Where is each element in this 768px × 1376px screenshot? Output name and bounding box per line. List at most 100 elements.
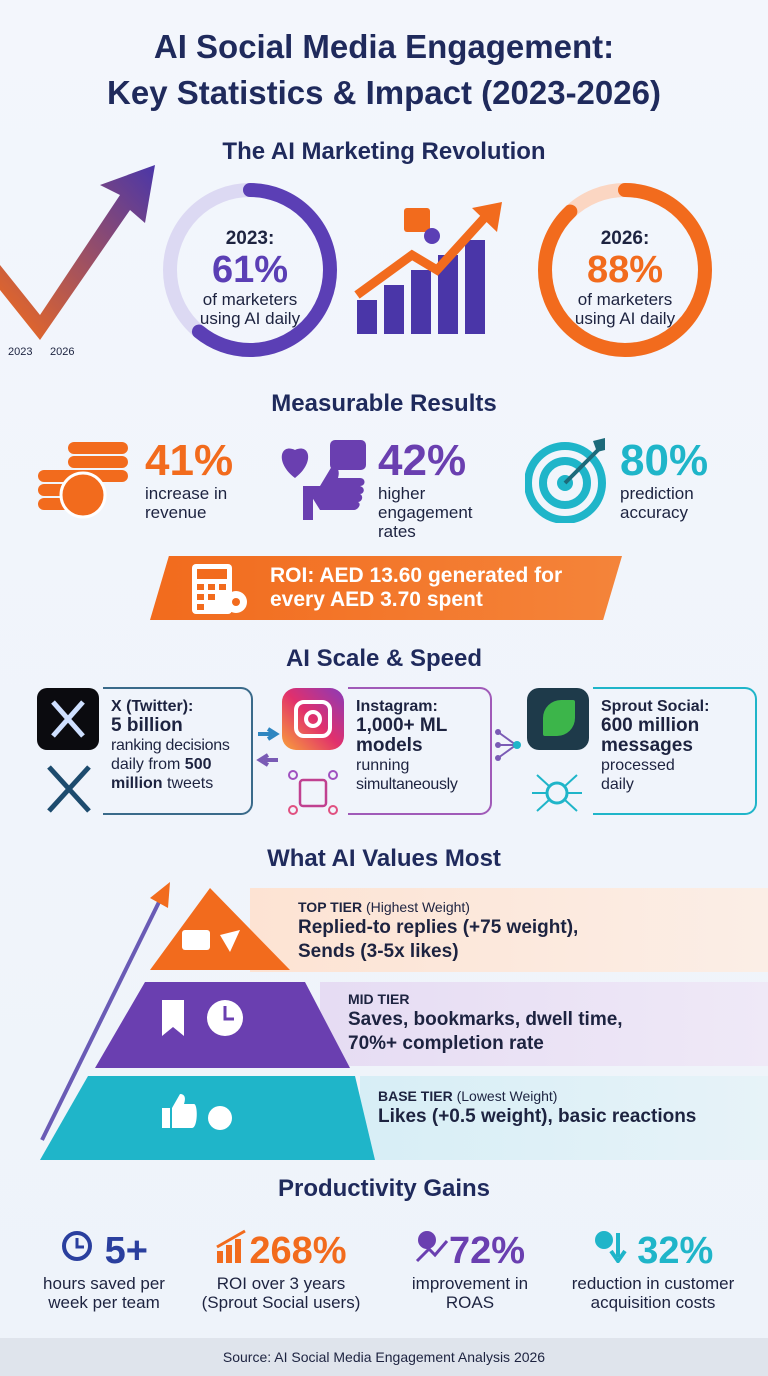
x-text: ranking decisions <box>111 737 230 754</box>
sprout-text: daily <box>601 776 634 793</box>
year-2023: 2023: <box>225 228 275 249</box>
top-tier-text: TOP TIER (Highest Weight) Replied-to rep… <box>298 899 578 964</box>
x-text: 500 <box>184 756 212 773</box>
sprout-bold: messages <box>601 735 693 756</box>
bar-chart-growth-icon <box>354 202 502 334</box>
x-text: daily from <box>111 756 185 773</box>
growth-chart-icon <box>216 1229 247 1263</box>
instagram-title: Instagram: <box>356 698 438 715</box>
title-line-2: Key Statistics & Impact (2023-2026) <box>107 74 661 111</box>
base-tier-text: BASE TIER (Lowest Weight) Likes (+0.5 we… <box>378 1088 696 1129</box>
ring-2026 <box>538 183 712 357</box>
text-2026-2: using AI daily <box>574 309 676 328</box>
tier-line: Likes (+0.5 weight), basic reactions <box>378 1106 697 1127</box>
prod-label: improvement in <box>411 1274 529 1293</box>
roi-line-2: every AED 3.70 spent <box>270 588 483 611</box>
result-label: higher <box>378 484 426 503</box>
x-logo-icon <box>37 688 99 750</box>
tier-note: (Highest Weight) <box>365 899 470 915</box>
network-hub-icon <box>532 774 582 812</box>
productivity-heading: Productivity Gains <box>277 1175 491 1202</box>
sprout-social-logo-icon <box>527 688 589 750</box>
results-heading: Measurable Results <box>271 390 497 417</box>
text-2023-2: using AI daily <box>199 309 301 328</box>
result-label: prediction <box>620 484 694 503</box>
result-value-accuracy: 80% <box>620 436 709 485</box>
result-label: rates <box>378 522 416 541</box>
tier-note: (Lowest Weight) <box>456 1088 558 1104</box>
result-value-revenue: 41% <box>145 436 234 485</box>
x-bold: 5 billion <box>111 715 183 736</box>
prod-value: 72% <box>448 1230 526 1272</box>
year-2026: 2026: <box>600 228 650 249</box>
prod-label: acquisition costs <box>590 1293 716 1312</box>
prod-label: reduction in customer <box>571 1274 735 1293</box>
top-tier-band <box>250 888 768 972</box>
tier-name: TOP TIER <box>298 899 363 915</box>
arrow-label-2026: 2026 <box>50 346 75 358</box>
network-like-icon <box>288 770 338 815</box>
growth-arrow-icon <box>0 165 155 340</box>
result-label: accuracy <box>620 503 689 522</box>
mid-tier-text: MID TIER Saves, bookmarks, dwell time, 7… <box>348 991 623 1056</box>
tier-name: BASE TIER <box>378 1088 453 1104</box>
x-logo-outline-icon <box>47 765 91 813</box>
productivity-hours: 5+ hours saved per week per team <box>9 1228 199 1312</box>
prod-value: 32% <box>637 1230 714 1272</box>
x-text: million <box>111 775 163 792</box>
calculator-gear-icon <box>192 564 247 614</box>
tier-line: Sends (3-5x likes) <box>298 941 459 962</box>
prod-label: hours saved per <box>43 1274 165 1293</box>
text-2026-1: of marketers <box>577 290 673 309</box>
prod-label: (Sprout Social users) <box>201 1293 361 1312</box>
values-heading: What AI Values Most <box>267 845 501 872</box>
clock-icon <box>62 1231 93 1261</box>
text-2023-1: of marketers <box>202 290 298 309</box>
result-value-engagement: 42% <box>378 436 467 485</box>
prod-value: 5+ <box>104 1230 148 1272</box>
base-tier-band <box>360 1076 768 1160</box>
x-card: X (Twitter): 5 billion ranking decisions… <box>103 687 253 815</box>
result-label: revenue <box>145 503 207 522</box>
prod-label: week per team <box>48 1293 160 1312</box>
tier-line: 70%+ completion rate <box>348 1033 544 1054</box>
revolution-heading: The AI Marketing Revolution <box>222 138 546 165</box>
prod-label: ROI over 3 years <box>216 1274 346 1293</box>
coins-icon <box>38 442 128 519</box>
result-label: engagement <box>378 503 473 522</box>
engagement-pyramid <box>40 882 375 1160</box>
productivity-cac: 32% reduction in customer acquisition co… <box>553 1228 753 1312</box>
x-text: tweets <box>162 775 214 792</box>
prod-value: 268% <box>249 1230 347 1272</box>
instagram-bold: models <box>356 735 423 756</box>
sprout-text: processed <box>601 757 675 774</box>
instagram-text: simultaneously <box>356 776 458 793</box>
instagram-card: Instagram: 1,000+ ML models running simu… <box>348 687 492 815</box>
dollar-down-icon <box>594 1231 627 1265</box>
dollar-trend-icon <box>415 1231 449 1263</box>
network-merge-icon <box>495 729 521 761</box>
sprout-title: Sprout Social: <box>601 698 710 715</box>
like-heart-icon <box>281 440 366 520</box>
value-2026: 88% <box>586 249 664 291</box>
value-2023: 61% <box>211 249 289 291</box>
x-title: X (Twitter): <box>111 698 194 715</box>
title-line-1: AI Social Media Engagement: <box>153 28 615 65</box>
instagram-logo-icon <box>282 688 344 750</box>
prod-label: ROAS <box>445 1293 495 1312</box>
arrow-label-2023: 2023 <box>8 346 33 358</box>
productivity-roas: 72% improvement in ROAS <box>375 1228 565 1312</box>
result-label: increase in <box>145 484 228 503</box>
mid-tier-band <box>320 982 768 1066</box>
exchange-arrows-icon <box>256 727 280 767</box>
source-footer: Source: AI Social Media Engagement Analy… <box>0 1338 768 1376</box>
roi-line-1: ROI: AED 13.60 generated for <box>270 564 563 587</box>
tier-line: Replied-to replies (+75 weight), <box>298 917 579 938</box>
sprout-card: Sprout Social: 600 million messages proc… <box>593 687 757 815</box>
ring-2023 <box>163 183 337 357</box>
target-icon <box>525 438 606 523</box>
productivity-roi: 268% ROI over 3 years (Sprout Social use… <box>186 1228 376 1312</box>
tier-name: MID TIER <box>348 991 410 1007</box>
instagram-text: running <box>356 757 410 774</box>
scale-heading: AI Scale & Speed <box>285 645 483 672</box>
